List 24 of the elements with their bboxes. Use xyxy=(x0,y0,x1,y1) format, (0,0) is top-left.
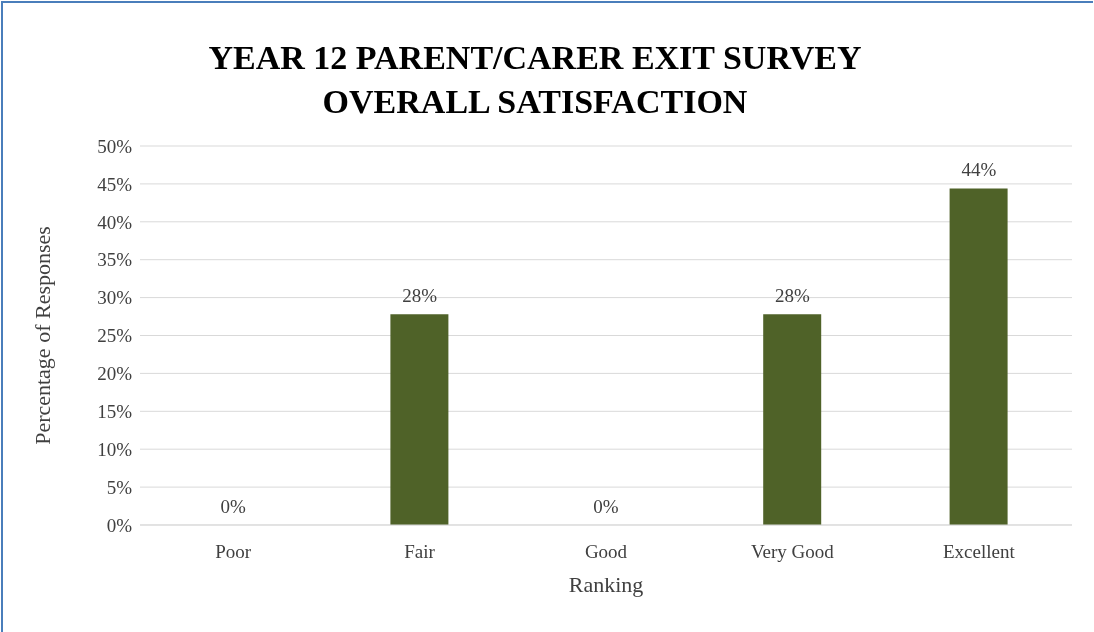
x-tick-label: Poor xyxy=(215,541,252,563)
y-tick-label: 45% xyxy=(97,173,133,195)
x-axis-title: Ranking xyxy=(568,572,644,597)
y-tick-label: 50% xyxy=(97,135,133,157)
y-tick-label: 25% xyxy=(97,325,133,347)
data-label: 0% xyxy=(220,496,247,517)
chart-title: YEAR 12 PARENT/CARER EXIT SURVEY OVERALL SATISFACTION xyxy=(207,38,863,122)
y-tick-label: 40% xyxy=(97,211,133,233)
y-axis-title: Percentage of Responses xyxy=(29,226,55,445)
data-label: 44% xyxy=(961,159,997,181)
y-tick-label: 15% xyxy=(97,401,133,423)
y-tick-label: 10% xyxy=(97,438,133,460)
x-tick-label: Good xyxy=(584,541,628,563)
x-tick-label: Fair xyxy=(404,541,436,563)
data-label: 28% xyxy=(774,285,810,307)
data-label: 28% xyxy=(402,285,438,307)
y-tick-label: 30% xyxy=(97,287,133,309)
y-tick-label: 5% xyxy=(106,476,133,498)
x-tick-label: Excellent xyxy=(942,541,1016,563)
x-tick-label: Very Good xyxy=(750,541,835,563)
y-tick-label: 35% xyxy=(97,249,133,271)
y-tick-label: 0% xyxy=(106,514,133,536)
data-label: 0% xyxy=(593,496,619,517)
y-tick-label: 20% xyxy=(97,363,133,385)
